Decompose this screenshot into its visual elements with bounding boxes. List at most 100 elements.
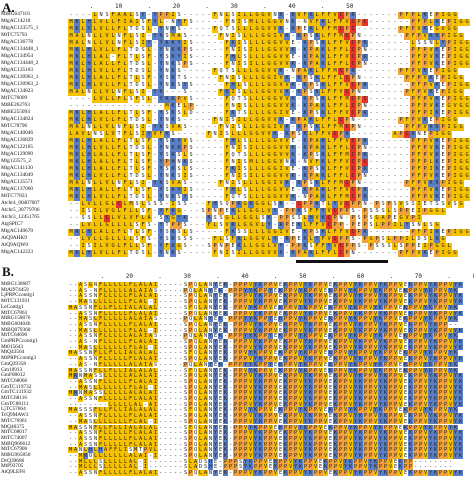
residue-cell: K xyxy=(290,12,296,19)
residue-cell: - xyxy=(399,124,403,130)
residue-cell: - xyxy=(369,96,373,102)
residue-cell: K xyxy=(74,166,80,173)
residue-cell: E xyxy=(328,282,333,288)
residue-cell: - xyxy=(387,117,391,123)
residue-cell: V xyxy=(308,19,314,26)
residue-cell: G xyxy=(266,145,272,152)
residue-cell: L xyxy=(110,166,116,173)
residue-cell: L xyxy=(326,166,332,173)
sequence-name: MtBQ966612 xyxy=(1,440,31,447)
residue-cell: - xyxy=(393,117,397,123)
sequence-name: LeContig1 xyxy=(1,303,24,310)
residue-cell: - xyxy=(387,173,391,179)
residue-cell: V xyxy=(278,33,284,40)
residue-cell: V xyxy=(272,26,278,33)
residue-cell: N xyxy=(417,131,421,137)
residue-cell: K xyxy=(314,180,320,187)
residue-cell: S xyxy=(207,243,211,249)
residue-cell: K xyxy=(74,194,80,201)
residue-cell: P xyxy=(446,47,452,54)
residue-cell: S xyxy=(87,208,91,214)
residue-cell: A xyxy=(98,166,104,173)
residue-cell: S xyxy=(189,54,193,60)
residue-cell: - xyxy=(297,61,301,67)
residue-cell: Y xyxy=(176,187,182,194)
residue-cell: F xyxy=(140,236,146,243)
residue-cell: F xyxy=(224,40,230,47)
residue-cell: M xyxy=(68,250,74,257)
residue-cell: K xyxy=(302,243,308,250)
residue-cell: K xyxy=(290,61,296,68)
residue-cell: P xyxy=(350,180,356,187)
residue-cell: L xyxy=(80,61,86,68)
residue-cell: L xyxy=(254,166,260,173)
residue-cell: P xyxy=(356,152,362,159)
residue-cell: L xyxy=(326,152,332,159)
residue-cell: C xyxy=(116,201,122,208)
residue-cell: - xyxy=(171,89,175,95)
residue-cell: P xyxy=(422,173,428,180)
residue-cell: E xyxy=(423,131,427,137)
residue-cell: S xyxy=(231,68,235,74)
residue-cell: I xyxy=(140,40,146,47)
residue-cell: N xyxy=(357,75,361,81)
residue-cell: S xyxy=(189,194,193,200)
residue-cell: H xyxy=(86,75,92,82)
residue-cell: S xyxy=(189,61,193,67)
residue-cell: V xyxy=(272,89,278,96)
residue-cell: K xyxy=(296,208,302,215)
residue-cell: P xyxy=(363,282,368,288)
residue-cell: K xyxy=(74,187,80,194)
residue-cell: A xyxy=(74,124,80,131)
residue-cell: P xyxy=(404,33,410,40)
residue-cell: K xyxy=(74,117,80,124)
residue-cell: S xyxy=(183,282,188,288)
residue-cell: - xyxy=(201,82,205,88)
residue-cell: V xyxy=(428,138,434,145)
residue-cell: L xyxy=(128,222,134,229)
residue-cell: S xyxy=(183,89,187,95)
residue-cell: F xyxy=(110,12,116,19)
residue-cell: - xyxy=(381,12,385,18)
residue-cell: - xyxy=(393,40,397,46)
residue-cell: S xyxy=(177,236,181,242)
residue-cell: F xyxy=(224,145,230,152)
residue-cell: P xyxy=(356,19,362,26)
residue-cell: E xyxy=(441,229,445,235)
residue-cell: V xyxy=(266,208,272,215)
residue-cell: - xyxy=(387,26,391,32)
residue-cell: P xyxy=(308,40,314,47)
residue-cell: - xyxy=(173,282,178,288)
residue-cell: - xyxy=(399,40,403,46)
residue-cell: P xyxy=(284,222,290,229)
residue-cell: F xyxy=(326,33,332,40)
residue-cell: G xyxy=(248,236,254,243)
residue-cell: K xyxy=(230,166,236,173)
residue-cell: C xyxy=(350,166,356,173)
residue-cell: S xyxy=(315,166,319,172)
residue-cell: V xyxy=(344,54,350,61)
residue-cell: L xyxy=(242,26,248,33)
residue-cell: L xyxy=(260,187,266,194)
residue-cell: P xyxy=(308,54,314,61)
residue-cell: N xyxy=(165,68,169,74)
residue-cell: G xyxy=(260,75,266,82)
residue-cell: P xyxy=(422,54,428,61)
residue-cell: L xyxy=(122,47,128,54)
residue-cell: Y xyxy=(158,208,164,215)
residue-cell: Y xyxy=(182,194,188,201)
residue-cell: N xyxy=(87,89,91,95)
residue-cell: - xyxy=(153,215,157,221)
residue-cell: G xyxy=(458,173,464,180)
residue-cell: T xyxy=(129,110,133,116)
residue-cell: N xyxy=(225,124,229,130)
residue-cell: H xyxy=(86,250,92,257)
residue-cell: - xyxy=(399,180,403,186)
residue-cell: P xyxy=(344,68,350,75)
residue-cell: - xyxy=(207,124,211,130)
residue-cell: F xyxy=(212,12,218,19)
residue-cell: K xyxy=(74,173,80,180)
residue-cell: - xyxy=(207,250,211,256)
residue-cell: F xyxy=(338,173,344,180)
residue-cell: - xyxy=(201,187,205,193)
